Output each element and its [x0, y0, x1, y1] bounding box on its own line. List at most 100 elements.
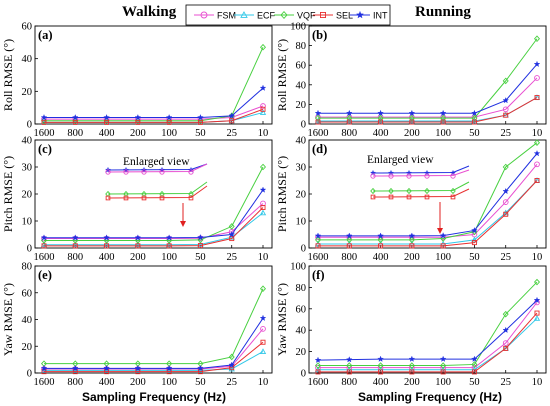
- data-point-int: [471, 355, 478, 362]
- x-tick-label: 50: [195, 377, 206, 388]
- series-vqf: [314, 278, 541, 369]
- y-tick-label: 40: [296, 136, 307, 147]
- data-point-sel: [534, 310, 540, 316]
- data-point-int: [134, 234, 142, 241]
- panel-b: 0 20 40 60 80 100 1600 800 400 200 100 50 25 10 Roll R…: [275, 22, 547, 139]
- data-point-fsm: [502, 106, 509, 113]
- series-line-sel: [44, 341, 264, 373]
- y-tick-label: 0: [301, 369, 306, 380]
- x-tick-label: 10: [532, 252, 543, 263]
- x-tick-label: 200: [404, 252, 420, 263]
- data-point-sel: [409, 119, 415, 125]
- data-point-ecf: [408, 117, 416, 124]
- inset-point-sel: [141, 195, 147, 201]
- series-sel: [41, 205, 266, 249]
- data-point-sel: [260, 339, 266, 345]
- x-tick-label: 100: [435, 128, 451, 139]
- inset-point-fsm: [123, 169, 129, 175]
- y-tick-label: 20: [22, 342, 33, 353]
- y-axis-label: Pitch RMSE (°): [1, 156, 15, 232]
- data-point-sel: [378, 243, 384, 249]
- x-tick-label: 25: [226, 128, 237, 139]
- series-line-int: [318, 153, 538, 237]
- y-axis-label: Yaw RMSE (°): [1, 283, 15, 356]
- data-point-vqf: [228, 353, 235, 361]
- legend-marker-vqf: [280, 11, 288, 19]
- data-point-ecf: [72, 241, 79, 248]
- x-tick-label: 800: [67, 252, 83, 263]
- data-point-int: [408, 109, 416, 117]
- legend-item-fsm: FSM: [194, 11, 236, 21]
- series-line-sel: [318, 97, 538, 123]
- data-point-sel: [440, 369, 446, 375]
- panel-d: 0 10 20 30 40 1600 800 400 200 100 50 25 10 Pitch RMS…: [275, 136, 547, 263]
- legend-marker-fsm: [200, 11, 208, 19]
- y-tick-label: 80: [296, 41, 307, 52]
- inset-point-fsm: [370, 173, 376, 179]
- x-tick-label: 100: [435, 252, 451, 263]
- y-tick-label: 80: [22, 262, 33, 273]
- data-point-sel: [72, 243, 78, 249]
- data-point-vqf: [502, 310, 509, 318]
- data-point-fsm: [260, 326, 266, 332]
- data-point-sel: [135, 243, 141, 249]
- data-point-vqf: [259, 163, 267, 171]
- inset-point-vqf: [388, 187, 394, 195]
- data-point-sel: [41, 119, 47, 125]
- series-line-sel: [318, 312, 538, 373]
- x-tick-label: 200: [130, 377, 146, 388]
- inset-line-sel: [372, 188, 470, 198]
- y-tick-label: 40: [22, 54, 33, 65]
- data-point-vqf: [314, 114, 322, 122]
- data-point-ecf: [259, 209, 267, 216]
- data-point-int: [228, 231, 235, 238]
- data-point-vqf: [502, 77, 509, 85]
- legend-label-sel: SEL: [336, 11, 353, 21]
- legend-label-int: INT: [373, 11, 388, 21]
- series-line-fsm: [318, 163, 538, 238]
- data-point-int: [377, 232, 384, 239]
- x-tick-label: 25: [226, 252, 237, 263]
- data-point-int: [533, 296, 541, 304]
- y-tick-label: 20: [22, 190, 33, 201]
- data-point-vqf: [314, 236, 322, 244]
- x-tick-label: 100: [435, 377, 451, 388]
- x-tick-label: 1600: [308, 252, 329, 263]
- series-sel: [315, 95, 540, 125]
- series-line-fsm: [44, 105, 264, 120]
- data-point-int: [346, 232, 353, 239]
- data-point-vqf: [440, 362, 447, 369]
- data-point-vqf: [408, 114, 415, 122]
- enlarged-view-inset: Enlarged view: [367, 154, 470, 234]
- y-tick-label: 60: [296, 304, 307, 315]
- panel-label: (d): [312, 142, 327, 156]
- data-point-ecf: [533, 315, 541, 321]
- y-tick-label: 0: [27, 244, 32, 255]
- legend-item-ecf: ECF: [234, 11, 276, 21]
- x-tick-label: 400: [99, 128, 115, 139]
- series-sel: [315, 178, 540, 249]
- panel-label: (b): [312, 28, 327, 42]
- data-point-int: [40, 234, 48, 241]
- panel-label: (f): [312, 268, 325, 282]
- legend-label-ecf: ECF: [257, 11, 276, 21]
- data-point-int: [377, 109, 384, 117]
- inset-point-vqf: [450, 187, 456, 195]
- data-point-vqf: [533, 35, 541, 43]
- inset-point-fsm: [450, 173, 456, 179]
- series-line-sel: [44, 207, 264, 247]
- data-point-sel: [534, 95, 540, 101]
- inset-point-fsm: [141, 169, 147, 175]
- data-point-sel: [471, 119, 477, 125]
- data-point-int: [197, 114, 204, 121]
- series-int: [314, 60, 541, 117]
- legend-marker-sel: [320, 11, 327, 18]
- series-line-fsm: [318, 302, 538, 369]
- legend-marker-ecf: [240, 11, 248, 18]
- enlarged-view-arrowhead: [437, 228, 443, 234]
- data-point-int: [439, 232, 447, 239]
- inset-point-sel: [188, 195, 194, 201]
- data-point-sel: [409, 243, 415, 249]
- x-tick-label: 100: [161, 128, 177, 139]
